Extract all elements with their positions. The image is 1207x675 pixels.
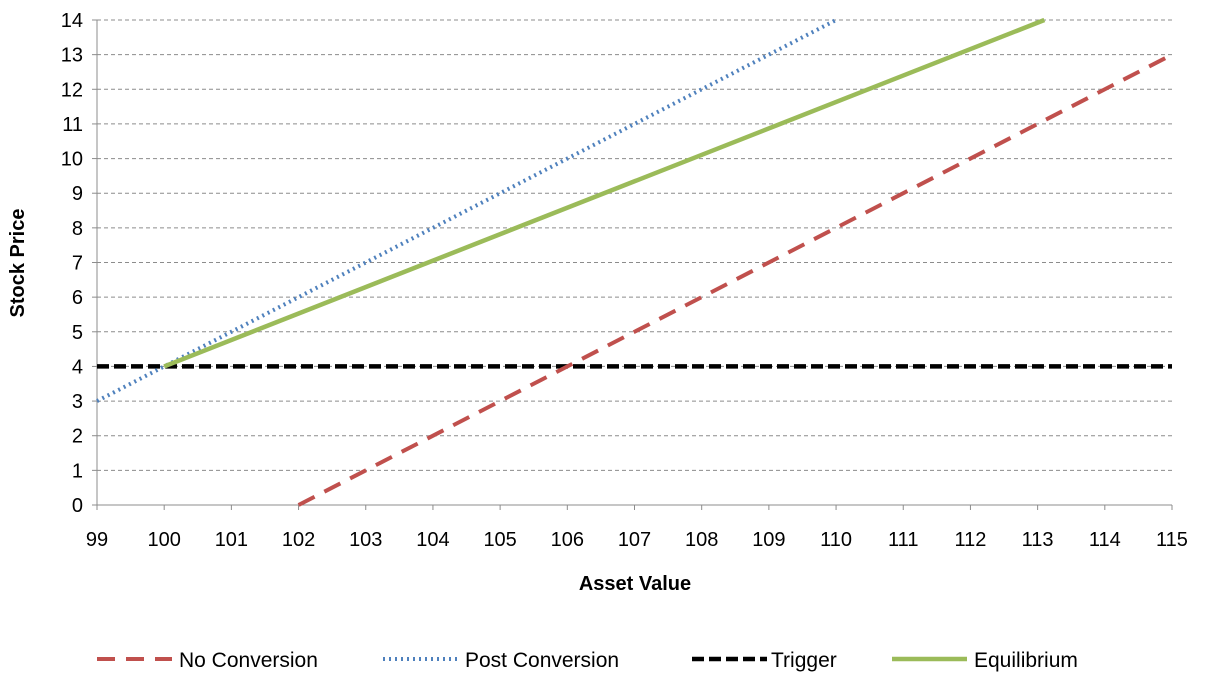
legend-label: Post Conversion	[465, 649, 619, 672]
legend-label: Trigger	[771, 649, 837, 672]
gridlines	[97, 19, 1172, 471]
legend: No Conversion Post Conversion Trigger Equil…	[97, 649, 1078, 672]
x-tick-label: 105	[483, 529, 516, 551]
x-tick-label: 115	[1156, 529, 1188, 551]
y-axis-title: Stock Price	[7, 209, 29, 318]
x-tick-label: 100	[148, 529, 181, 551]
x-tick-label: 111	[888, 529, 918, 551]
y-tick-label: 8	[72, 218, 83, 240]
y-tick-label: 3	[72, 391, 83, 413]
x-tick-label: 109	[752, 529, 785, 551]
axes	[92, 19, 1173, 510]
y-tick-label: 2	[72, 426, 83, 448]
x-tick-label: 103	[349, 529, 382, 551]
x-tick-label: 99	[86, 529, 108, 551]
y-tick-label: 12	[61, 79, 83, 101]
series-line-post-conversion	[96, 18, 837, 403]
x-tick-label: 102	[282, 529, 315, 551]
y-tick-label: 5	[72, 322, 83, 344]
y-tick-label: 11	[62, 114, 83, 136]
series-line-no-conversion	[297, 52, 1173, 507]
y-tick-label: 4	[72, 356, 83, 378]
x-tick-label: 112	[954, 529, 986, 551]
legend-label: Equilibrium	[974, 649, 1078, 672]
x-tick-label: 108	[685, 529, 718, 551]
x-tick-label: 113	[1022, 529, 1054, 551]
legend-label: No Conversion	[179, 649, 318, 672]
y-tick-label: 9	[72, 183, 83, 205]
y-tick-label: 1	[72, 460, 83, 482]
y-tick-label: 0	[72, 495, 83, 517]
series-line-equilibrium	[163, 17, 1046, 369]
y-tick-label: 14	[61, 10, 83, 32]
x-tick-label: 104	[416, 529, 449, 551]
x-tick-label: 101	[215, 529, 248, 551]
y-tick-label: 13	[61, 45, 83, 67]
x-tick-label: 106	[551, 529, 584, 551]
x-tick-labels: 99 100 101 102 103 104 105 106 107 108 109 110 111 11…	[86, 529, 1188, 551]
x-tick-label: 110	[820, 529, 852, 551]
x-tick-label: 107	[618, 529, 651, 551]
y-tick-label: 10	[61, 149, 83, 171]
x-axis-title: Asset Value	[579, 573, 691, 595]
series-lines	[96, 17, 1173, 507]
x-tick-label: 114	[1089, 529, 1121, 551]
y-tick-label: 7	[72, 253, 83, 275]
y-tick-label: 6	[72, 287, 83, 309]
